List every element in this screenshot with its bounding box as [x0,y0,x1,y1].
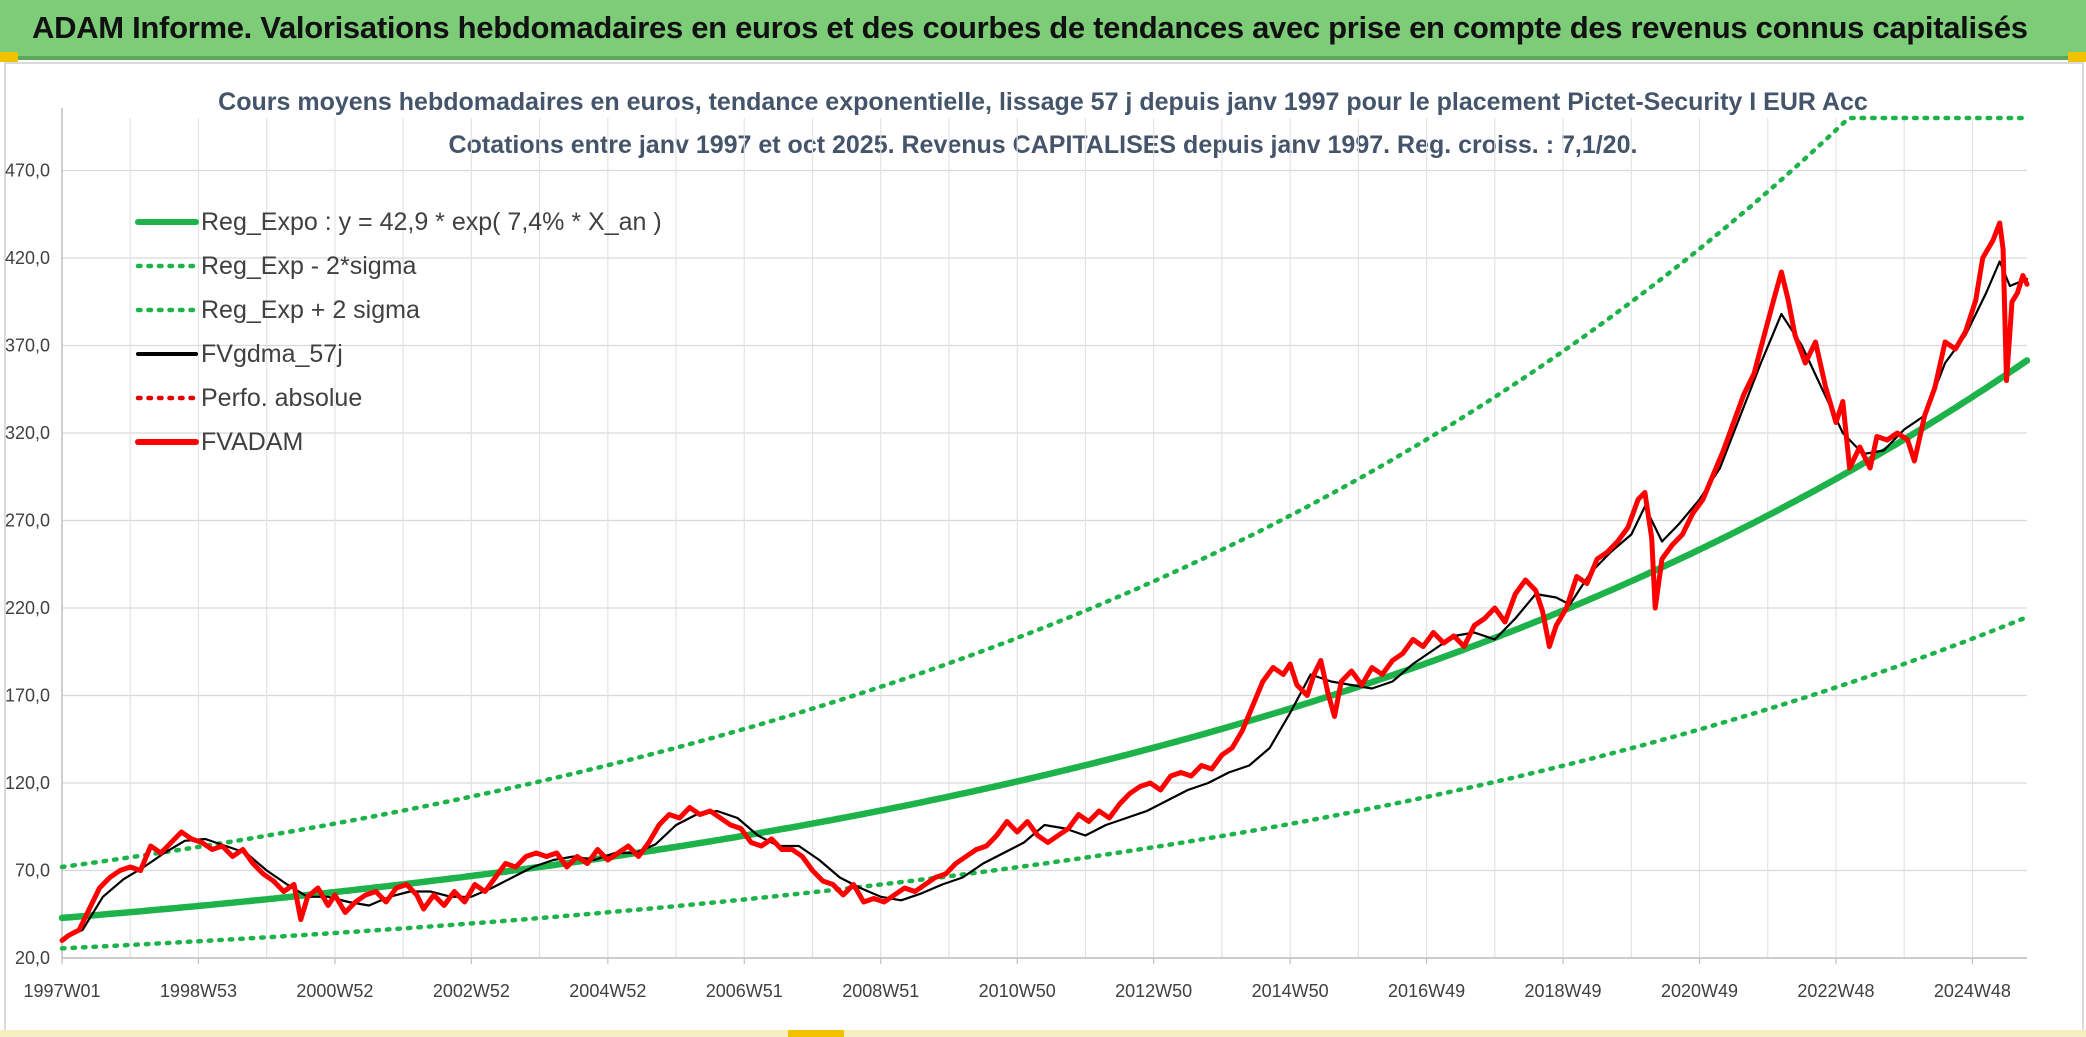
legend-label: Reg_Exp + 2 sigma [201,296,420,324]
gridlines [61,108,2027,959]
x-tick-label: 1998W53 [160,981,237,1001]
x-tick-label: 2004W52 [569,981,646,1001]
report-title: ADAM Informe. Valorisations hebdomadaire… [32,10,2028,45]
y-tick-label: 370,0 [5,336,50,356]
series-line-1 [58,357,2031,922]
y-tick-label: 120,0 [5,773,50,793]
legend-label: Reg_Exp - 2*sigma [201,252,416,280]
corner-mark-right [2068,52,2086,62]
bottom-mark [788,1030,844,1037]
legend-label: FVADAM [201,428,303,456]
x-tick-label: 2024W48 [1934,981,2011,1001]
x-tick-label: 2002W52 [433,981,510,1001]
x-tick-label: 2008W51 [842,981,919,1001]
y-tick-label: 70,0 [15,861,50,881]
series-line-3 [59,115,2030,870]
y-tick-label: 470,0 [5,161,50,181]
series-lines [58,115,2031,951]
y-tick-label: 320,0 [5,423,50,443]
legend-label: Perfo. absolue [201,384,362,412]
x-tick-label: 2006W51 [706,981,783,1001]
legend-label: Reg_Expo : y = 42,9 * exp( 7,4% * X_an ) [201,208,662,236]
bottom-strip [0,1030,2086,1037]
y-tick-label: 170,0 [5,686,50,706]
y-tick-label: 220,0 [5,598,50,618]
x-tick-label: 2020W49 [1661,981,1738,1001]
x-tick-label: 2022W48 [1797,981,1874,1001]
x-tick-label: 2016W49 [1388,981,1465,1001]
corner-mark-left [0,52,18,62]
report-banner: ADAM Informe. Valorisations hebdomadaire… [0,0,2086,60]
series-line-6 [59,220,2030,943]
x-axis-ticks: 1997W01 1998W53 2000W52 2002W52 2004W52 2006W… [23,958,2011,1001]
y-tick-label: 20,0 [15,948,50,968]
y-axis-ticks: 20,0 70,0 120,0 170,0 220,0 270,0 320,0 370,0 42… [5,161,50,969]
chart-area [4,62,2084,1036]
legend: Reg_Expo : y = 42,9 * exp( 7,4% * X_an )… [135,208,662,456]
x-tick-label: 2018W49 [1525,981,1602,1001]
chart-title: Cours moyens hebdomadaires en euros, ten… [218,88,1868,116]
legend-label: FVgdma_57j [201,340,343,368]
chart-subtitle: Cotations entre janv 1997 et oct 2025. R… [448,131,1638,159]
y-tick-label: 270,0 [5,511,50,531]
x-tick-label: 2000W52 [296,981,373,1001]
x-tick-label: 2010W50 [979,981,1056,1001]
series-line-2 [59,614,2030,951]
x-tick-label: 1997W01 [23,981,100,1001]
x-tick-label: 2012W50 [1115,981,1192,1001]
y-tick-label: 420,0 [5,248,50,268]
x-tick-label: 2014W50 [1252,981,1329,1001]
